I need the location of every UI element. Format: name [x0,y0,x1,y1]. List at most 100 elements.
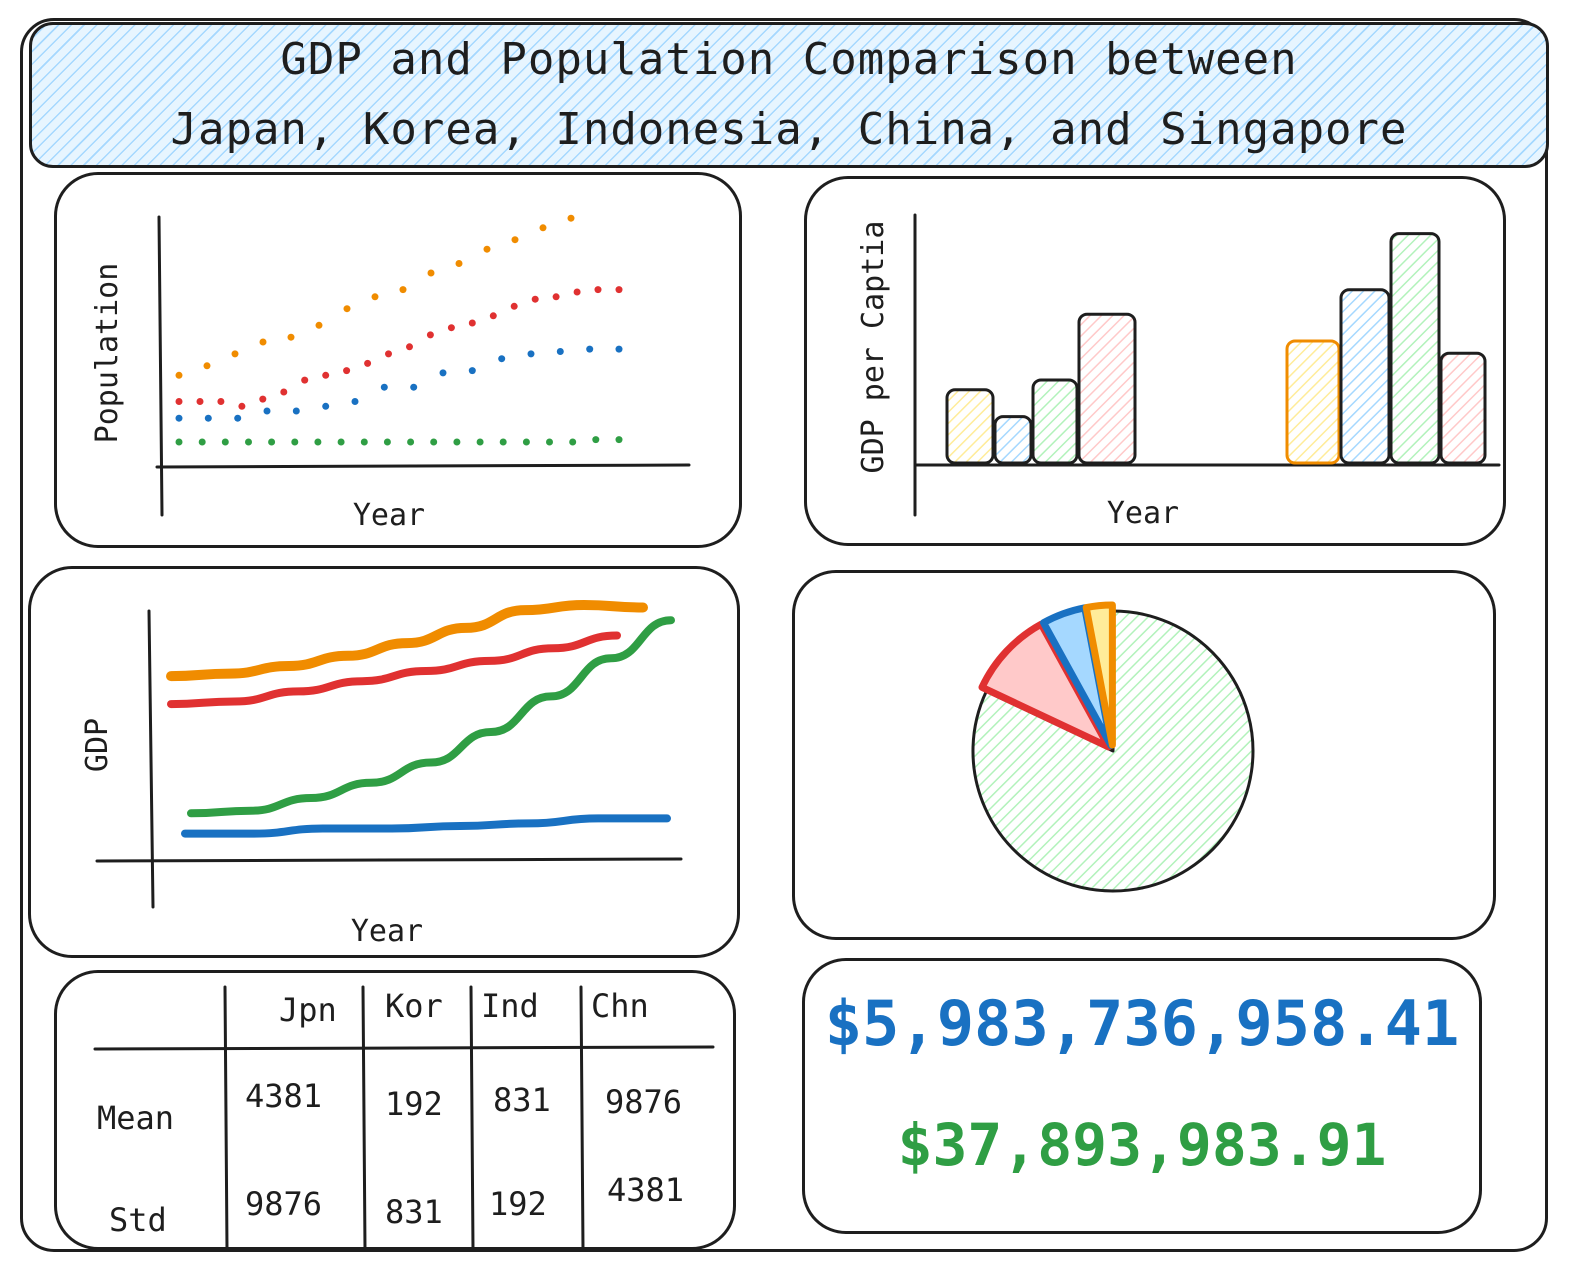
population-point [268,438,276,446]
population-point [371,293,379,301]
population-point [410,383,418,391]
population-point [343,367,351,375]
population-point [586,345,594,353]
population-point [280,388,288,396]
population-point [287,333,295,341]
population-point [399,286,407,294]
population-scatter-chart: Population Year [90,214,691,533]
population-point [198,438,206,446]
population-point [468,367,476,375]
population-point [468,319,476,327]
col-header-jpn: Jpn [279,991,337,1029]
gdp-y-label: GDP [80,718,115,772]
gdp-per-capita-bar [1285,339,1341,465]
population-point [594,286,602,294]
kpi-value-1: $5,983,736,958.41 [824,987,1460,1060]
population-point [483,245,491,253]
population-point [546,438,553,446]
population-point [527,350,535,358]
population-point [406,343,413,351]
share-panel [792,570,1496,940]
gdp-y-axis [147,609,155,909]
population-x-axis [155,463,691,469]
bar-y-label: GDP per Captia [856,221,891,474]
gdp-line [181,814,671,838]
table-divider-1 [361,985,367,1251]
population-point [292,407,300,415]
population-point [322,371,330,379]
population-point [573,288,581,296]
population-point [407,438,415,446]
table-header-rule [93,1045,715,1051]
table-grid [93,985,715,1251]
population-point [196,398,204,405]
population-point [364,359,372,367]
population-point [522,438,530,446]
population-point [360,438,368,446]
cell-mean-jpn: 4381 [245,1077,323,1115]
population-point [427,269,435,277]
population-point [351,398,359,405]
population-point [291,438,299,446]
gdp-per-capita-bar [1077,312,1137,465]
cell-mean-chn: 9876 [605,1083,683,1121]
col-header-chn: Chn [591,987,649,1025]
population-point [380,383,388,391]
population-point [343,305,351,313]
population-point [615,345,623,353]
bar-x-label: Year [1107,496,1179,531]
population-point [552,293,560,301]
gdp-per-capita-bar [1439,351,1487,465]
col-header-kor: Kor [385,987,443,1025]
gdp-per-capita-bar-chart: GDP per Captia Year [856,213,1501,531]
population-point [453,438,461,446]
population-point [476,438,484,446]
population-point [315,321,323,329]
gdp-per-capita-bar [945,388,995,465]
kpi-value-2: $37,893,983.91 [897,1111,1387,1179]
gdp-panel: GDP Year [28,566,740,958]
population-point [245,438,252,446]
population-point [567,214,575,222]
dashboard-frame [20,18,1548,1252]
pie-slice [978,620,1113,751]
population-point [447,324,455,332]
population-point [175,438,183,446]
population-point [337,438,345,446]
population-point [234,414,242,422]
population-point [175,398,183,405]
title-line-2: Japan, Korea, Indonesia, China, and Sing… [170,104,1408,155]
population-point [489,312,497,320]
population-point [569,438,577,446]
population-point [439,369,447,377]
population-point [615,286,623,294]
population-x-label: Year [353,498,425,533]
table-divider-row-header [223,985,229,1251]
population-point [499,438,507,446]
population-point [203,362,211,370]
table-divider-2 [469,985,475,1251]
gdp-line [166,599,648,682]
cell-mean-kor: 192 [385,1085,443,1123]
population-point [539,224,547,232]
gdp-per-capita-bar [1339,288,1391,465]
population-point [556,348,564,355]
population-point [175,371,183,379]
col-header-ind: Ind [481,987,539,1025]
population-point [511,236,519,244]
stats-table-panel: Jpn Kor Ind Chn Mean 4381 192 831 9876 S… [54,970,736,1251]
population-point [592,436,600,444]
population-point [231,350,239,358]
population-point [263,407,271,415]
population-point [238,402,246,410]
title-banner: GDP and Population Comparison between Ja… [29,22,1549,168]
pie-slice [971,609,1255,893]
pie-slice [1082,601,1116,749]
population-point [531,295,539,303]
population-point [221,438,229,446]
population-point [426,331,434,339]
population-panel: Population Year [54,172,742,548]
gdp-per-capita-bar [1389,232,1441,465]
population-point [204,414,212,422]
population-point [314,438,322,446]
